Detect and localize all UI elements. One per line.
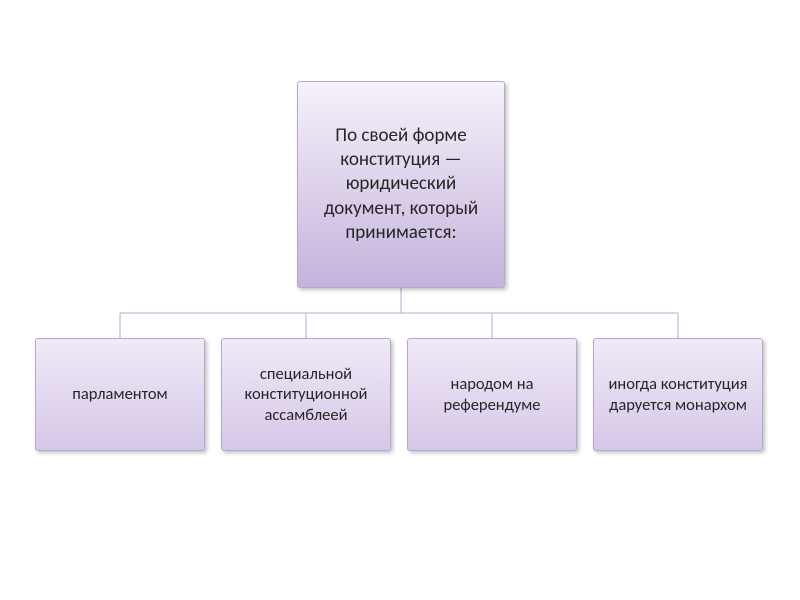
diagram-canvas: По своей форме конституция — юридический… — [0, 0, 800, 600]
child-node-0-text: парламентом — [72, 384, 167, 405]
child-node-1-text: специальной конституционной ассамблеей — [232, 364, 380, 426]
root-node: По своей форме конституция — юридический… — [297, 81, 505, 288]
child-node-2-text: народом на референдуме — [418, 374, 566, 415]
child-node-0: парламентом — [35, 338, 205, 451]
child-node-2: народом на референдуме — [407, 338, 577, 451]
root-node-text: По своей форме конституция — юридический… — [308, 124, 494, 246]
child-node-3-text: иногда конституция даруется монархом — [604, 374, 752, 415]
child-node-1: специальной конституционной ассамблеей — [221, 338, 391, 451]
child-node-3: иногда конституция даруется монархом — [593, 338, 763, 451]
